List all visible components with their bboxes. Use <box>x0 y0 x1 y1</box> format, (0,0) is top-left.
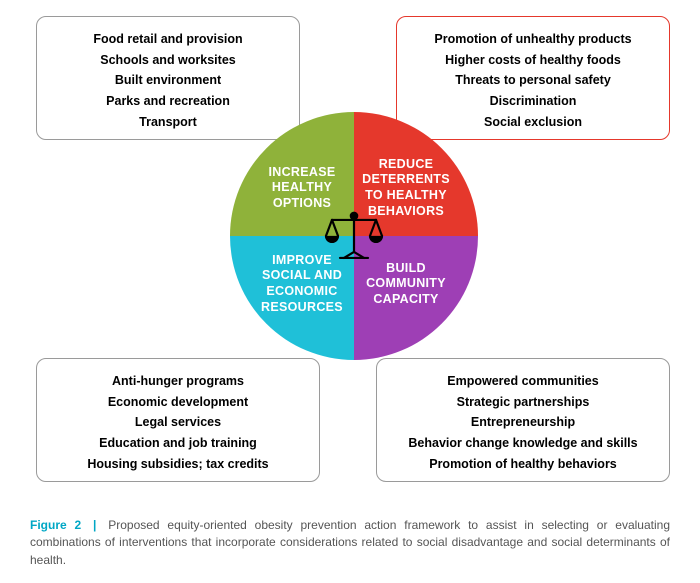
caption-separator: | <box>89 518 100 532</box>
box-item: Schools and worksites <box>55 50 281 71</box>
box-improve-resources: Anti-hunger programsEconomic development… <box>36 358 320 482</box>
box-item: Discrimination <box>415 91 651 112</box>
slice-label: INCREASE HEALTHY OPTIONS <box>254 165 350 212</box>
box-item: Legal services <box>55 412 301 433</box>
box-item: Food retail and provision <box>55 29 281 50</box>
slice-label: IMPROVE SOCIAL AND ECONOMIC RESOURCES <box>254 253 350 316</box>
box-item: Strategic partnerships <box>395 392 651 413</box>
box-item: Promotion of healthy behaviors <box>395 454 651 475</box>
box-item: Education and job training <box>55 433 301 454</box>
caption-text: Proposed equity-oriented obesity prevent… <box>30 518 670 567</box>
box-item: Housing subsidies; tax credits <box>55 454 301 475</box>
figure-caption: Figure 2 | Proposed equity-oriented obes… <box>30 517 670 569</box>
box-item: Anti-hunger programs <box>55 371 301 392</box>
balance-scale-icon <box>322 208 386 262</box>
quadrant-pie: INCREASE HEALTHY OPTIONS REDUCE DETERREN… <box>230 112 478 360</box>
box-item: Built environment <box>55 70 281 91</box>
box-build-capacity: Empowered communitiesStrategic partnersh… <box>376 358 670 482</box>
box-item: Behavior change knowledge and skills <box>395 433 651 454</box>
box-item: Economic development <box>55 392 301 413</box>
slice-label: BUILD COMMUNITY CAPACITY <box>358 261 454 308</box>
figure-label: Figure 2 <box>30 518 81 532</box>
box-item: Empowered communities <box>395 371 651 392</box>
box-item: Threats to personal safety <box>415 70 651 91</box>
box-item: Parks and recreation <box>55 91 281 112</box>
box-item: Promotion of unhealthy products <box>415 29 651 50</box>
box-item: Higher costs of healthy foods <box>415 50 651 71</box>
box-item: Entrepreneurship <box>395 412 651 433</box>
figure-container: Food retail and provisionSchools and wor… <box>0 0 700 583</box>
